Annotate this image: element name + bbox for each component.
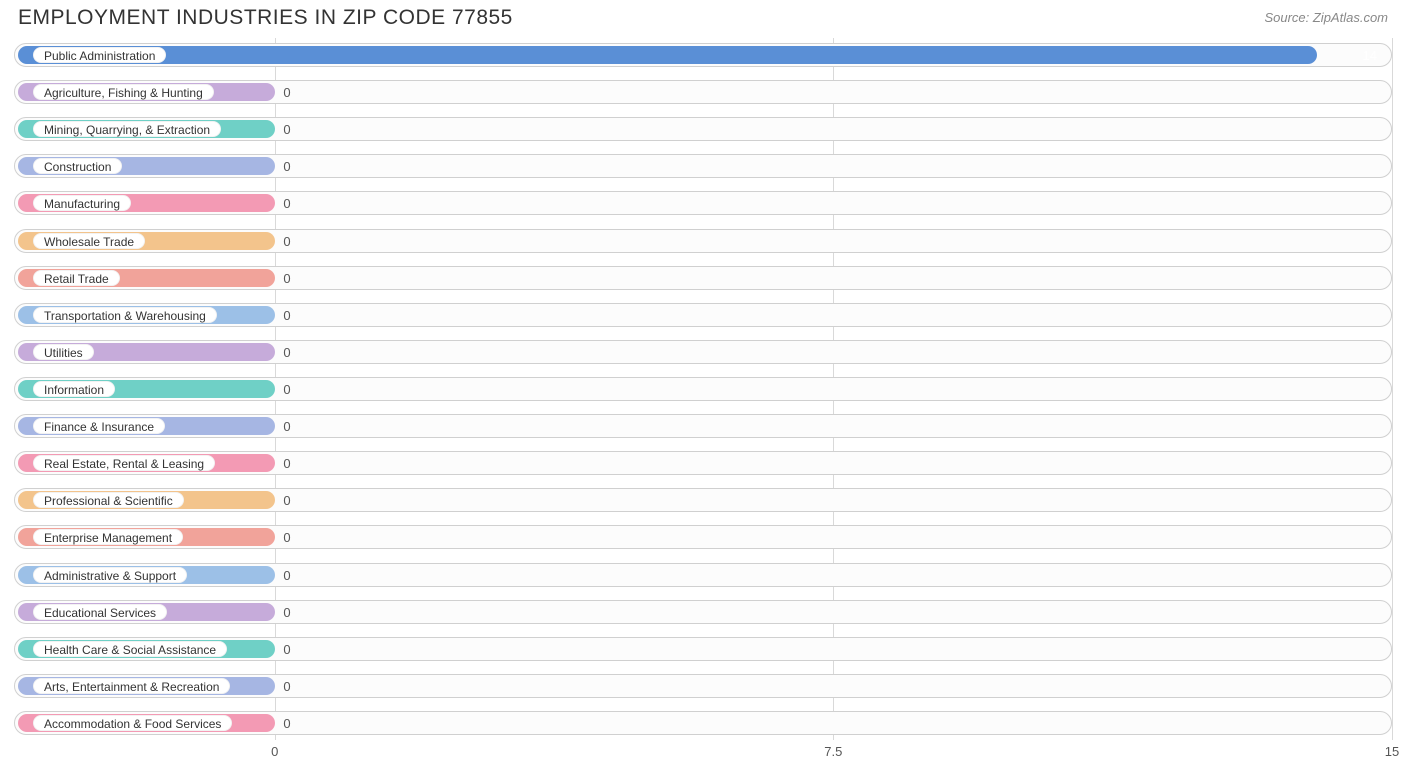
chart-source: Source: ZipAtlas.com <box>1264 6 1388 25</box>
bar-value: 0 <box>283 118 290 142</box>
bar-track: Enterprise Management 0 <box>14 525 1392 549</box>
bar-row: Wholesale Trade 0 <box>14 226 1392 256</box>
bar-track: Utilities 0 <box>14 340 1392 364</box>
bar-value: 0 <box>283 415 290 439</box>
bar-track: Finance & Insurance 0 <box>14 414 1392 438</box>
bar-value: 0 <box>283 452 290 476</box>
bar-row: Health Care & Social Assistance 0 <box>14 634 1392 664</box>
bar-value: 0 <box>283 341 290 365</box>
bar-label: Finance & Insurance <box>33 418 165 434</box>
bar-label: Utilities <box>33 344 94 360</box>
bar-track: Real Estate, Rental & Leasing 0 <box>14 451 1392 475</box>
bar-label: Public Administration <box>33 47 166 63</box>
x-axis: 07.515 <box>14 744 1392 764</box>
bar-track: Professional & Scientific 0 <box>14 488 1392 512</box>
bar-label: Construction <box>33 158 122 174</box>
bar-track: Retail Trade 0 <box>14 266 1392 290</box>
bar-value: 0 <box>283 378 290 402</box>
bar-track: Educational Services 0 <box>14 600 1392 624</box>
bar-label: Wholesale Trade <box>33 233 145 249</box>
bar-label: Enterprise Management <box>33 529 183 545</box>
bar-row: Information 0 <box>14 374 1392 404</box>
bar-row: Retail Trade 0 <box>14 263 1392 293</box>
axis-tick-label: 0 <box>271 744 278 759</box>
bar-label: Accommodation & Food Services <box>33 715 232 731</box>
bar-track: Health Care & Social Assistance 0 <box>14 637 1392 661</box>
bar-label: Manufacturing <box>33 195 131 211</box>
bar-label: Arts, Entertainment & Recreation <box>33 678 230 694</box>
bar-value: 0 <box>283 564 290 588</box>
bar-value: 0 <box>283 267 290 291</box>
bar-value: 0 <box>283 304 290 328</box>
bar-row: Educational Services 0 <box>14 597 1392 627</box>
bar-row: Construction 0 <box>14 151 1392 181</box>
bar-row: Transportation & Warehousing 0 <box>14 300 1392 330</box>
bar-value: 0 <box>283 230 290 254</box>
bar-row: Arts, Entertainment & Recreation 0 <box>14 671 1392 701</box>
axis-tick-label: 15 <box>1385 744 1399 759</box>
bar-track: Information 0 <box>14 377 1392 401</box>
bar-label: Professional & Scientific <box>33 492 184 508</box>
bar-value: 0 <box>283 155 290 179</box>
bar-row: Accommodation & Food Services 0 <box>14 708 1392 738</box>
bar-value: 0 <box>283 638 290 662</box>
bar-track: Transportation & Warehousing 0 <box>14 303 1392 327</box>
bar-label: Health Care & Social Assistance <box>33 641 227 657</box>
bar-label: Educational Services <box>33 604 167 620</box>
bar-track: Manufacturing 0 <box>14 191 1392 215</box>
bar-track: Mining, Quarrying, & Extraction 0 <box>14 117 1392 141</box>
bar-row: Enterprise Management 0 <box>14 522 1392 552</box>
bar-value: 0 <box>283 81 290 105</box>
axis-tick-label: 7.5 <box>824 744 842 759</box>
bar-row: Real Estate, Rental & Leasing 0 <box>14 448 1392 478</box>
bar-row: Mining, Quarrying, & Extraction 0 <box>14 114 1392 144</box>
chart-rows: Public Administration 14 Agriculture, Fish… <box>14 38 1392 740</box>
bar-label: Mining, Quarrying, & Extraction <box>33 121 221 137</box>
bar-value: 0 <box>283 675 290 699</box>
bar-row: Finance & Insurance 0 <box>14 411 1392 441</box>
gridline <box>1392 38 1393 740</box>
bar-track: Public Administration 14 <box>14 43 1392 67</box>
bar-row: Utilities 0 <box>14 337 1392 367</box>
bar-row: Public Administration 14 <box>14 40 1392 70</box>
chart-title: EMPLOYMENT INDUSTRIES IN ZIP CODE 77855 <box>18 6 513 30</box>
bar-label: Information <box>33 381 115 397</box>
bar-track: Construction 0 <box>14 154 1392 178</box>
bar-row: Agriculture, Fishing & Hunting 0 <box>14 77 1392 107</box>
bar-track: Agriculture, Fishing & Hunting 0 <box>14 80 1392 104</box>
bar-value: 0 <box>283 489 290 513</box>
bar-value: 0 <box>283 712 290 736</box>
bar-value: 14 <box>1363 44 1377 68</box>
chart-header: EMPLOYMENT INDUSTRIES IN ZIP CODE 77855 … <box>0 0 1406 32</box>
bar-row: Manufacturing 0 <box>14 188 1392 218</box>
chart-area: Public Administration 14 Agriculture, Fish… <box>14 38 1392 740</box>
bar-value: 0 <box>283 192 290 216</box>
bar-label: Real Estate, Rental & Leasing <box>33 455 215 471</box>
bar-track: Arts, Entertainment & Recreation 0 <box>14 674 1392 698</box>
bar-label: Agriculture, Fishing & Hunting <box>33 84 214 100</box>
bar-track: Administrative & Support 0 <box>14 563 1392 587</box>
bar-label: Administrative & Support <box>33 567 187 583</box>
bar-value: 0 <box>283 526 290 550</box>
bar-fill <box>18 46 1317 64</box>
bar-label: Transportation & Warehousing <box>33 307 217 323</box>
bar-row: Professional & Scientific 0 <box>14 485 1392 515</box>
bar-row: Administrative & Support 0 <box>14 560 1392 590</box>
bar-value: 0 <box>283 601 290 625</box>
bar-track: Accommodation & Food Services 0 <box>14 711 1392 735</box>
bar-track: Wholesale Trade 0 <box>14 229 1392 253</box>
bar-label: Retail Trade <box>33 270 120 286</box>
